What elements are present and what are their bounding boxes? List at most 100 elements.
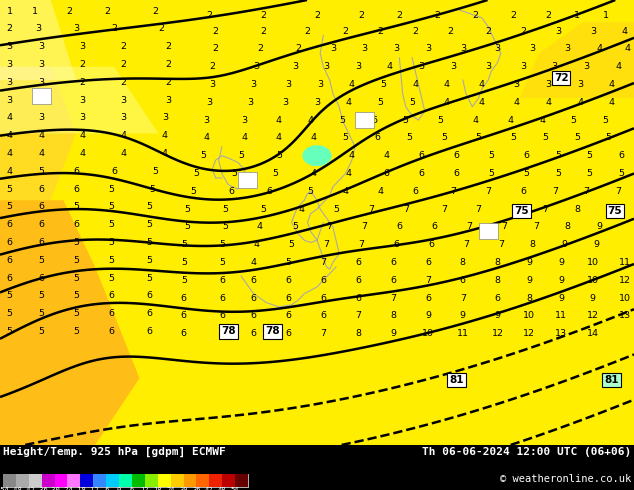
Text: 5: 5	[377, 98, 384, 107]
Text: 6: 6	[285, 276, 292, 285]
Bar	[55, 474, 67, 487]
Text: 12: 12	[619, 276, 630, 285]
Text: 5: 5	[73, 292, 79, 300]
Bar	[145, 474, 158, 487]
Text: 6: 6	[390, 276, 396, 285]
Text: 6: 6	[355, 294, 361, 303]
Text: 3: 3	[393, 45, 399, 53]
Text: 9: 9	[526, 276, 533, 285]
Text: 4: 4	[577, 98, 583, 107]
Text: 5: 5	[542, 133, 548, 143]
Text: 4: 4	[298, 205, 304, 214]
Text: 2: 2	[165, 60, 171, 69]
Text: 75: 75	[514, 206, 529, 217]
Text: 4: 4	[203, 133, 209, 143]
Text: 5: 5	[73, 238, 79, 247]
Text: 4: 4	[412, 80, 418, 89]
Text: 14: 14	[587, 329, 598, 338]
Text: 4: 4	[596, 45, 602, 53]
Text: 5: 5	[181, 240, 187, 249]
Text: 2: 2	[295, 45, 301, 53]
Text: 6: 6	[38, 185, 44, 194]
Text: 6: 6	[285, 311, 292, 320]
Text: 8: 8	[495, 276, 501, 285]
Text: 5: 5	[6, 185, 13, 194]
Text: 2: 2	[342, 26, 349, 36]
Text: 6: 6	[181, 294, 187, 303]
Text: 4: 4	[6, 113, 13, 122]
Text: 4: 4	[539, 116, 545, 124]
Text: 3: 3	[520, 62, 526, 71]
Text: 7: 7	[450, 187, 456, 196]
Text: 7: 7	[533, 222, 539, 231]
Text: 4: 4	[6, 167, 13, 176]
Text: 4: 4	[311, 169, 317, 178]
Text: 7: 7	[466, 222, 472, 231]
Text: 7: 7	[323, 240, 330, 249]
Text: -54: -54	[0, 488, 10, 490]
Text: 2: 2	[165, 78, 171, 87]
Text: 3: 3	[165, 96, 171, 104]
Text: 4: 4	[615, 62, 621, 71]
Text: 13: 13	[618, 311, 631, 320]
Text: 7: 7	[476, 205, 482, 214]
Text: 8: 8	[355, 329, 361, 338]
Text: 7: 7	[320, 258, 327, 267]
Text: 13: 13	[555, 329, 567, 338]
Text: 5: 5	[602, 116, 609, 124]
Bar	[119, 474, 132, 487]
Text: 7: 7	[542, 205, 548, 214]
Text: 2: 2	[412, 26, 418, 36]
Text: 7: 7	[510, 205, 517, 214]
Text: 6: 6	[618, 151, 624, 160]
Text: 6: 6	[111, 167, 117, 176]
Text: 5: 5	[6, 327, 13, 336]
Text: 2: 2	[206, 11, 212, 20]
Text: 2: 2	[79, 78, 86, 87]
Text: 30: 30	[179, 488, 188, 490]
Text: 6: 6	[520, 187, 526, 196]
Text: 2: 2	[209, 62, 216, 71]
Text: 6: 6	[320, 276, 327, 285]
Text: 12: 12	[492, 329, 503, 338]
Text: 6: 6	[460, 276, 466, 285]
Text: 6: 6	[181, 311, 187, 320]
Text: 3: 3	[495, 45, 501, 53]
Text: 8: 8	[495, 258, 501, 267]
Text: 6: 6	[431, 222, 437, 231]
Text: 2: 2	[257, 45, 263, 53]
Text: 6: 6	[425, 294, 431, 303]
Polygon shape	[520, 22, 634, 98]
Text: 3: 3	[79, 42, 86, 51]
Text: 6: 6	[6, 238, 13, 247]
Text: 4: 4	[545, 98, 552, 107]
Text: 4: 4	[621, 26, 628, 36]
Text: 5: 5	[273, 169, 279, 178]
Text: 4: 4	[79, 149, 86, 158]
Text: 5: 5	[73, 202, 79, 211]
Text: 3: 3	[6, 60, 13, 69]
Text: 6: 6	[38, 238, 44, 247]
Text: 3: 3	[120, 96, 127, 104]
Text: 3: 3	[323, 62, 330, 71]
Text: -36: -36	[36, 488, 48, 490]
Text: -30: -30	[48, 488, 61, 490]
Text: 3: 3	[35, 24, 41, 33]
Bar	[81, 474, 93, 487]
Text: 4: 4	[479, 98, 485, 107]
Text: 78: 78	[265, 326, 280, 337]
Text: 3: 3	[250, 80, 257, 89]
Text: 3: 3	[555, 26, 561, 36]
Text: 6: 6	[228, 187, 235, 196]
Bar	[355, 112, 374, 128]
Text: 3: 3	[206, 98, 212, 107]
Text: 3: 3	[583, 62, 590, 71]
Text: 4: 4	[346, 169, 352, 178]
Text: 6: 6	[523, 151, 529, 160]
Text: 4: 4	[6, 131, 13, 140]
Text: 3: 3	[292, 62, 298, 71]
Text: 4: 4	[609, 80, 615, 89]
Text: 5: 5	[523, 169, 529, 178]
Text: 6: 6	[418, 151, 425, 160]
Text: 6: 6	[73, 167, 79, 176]
